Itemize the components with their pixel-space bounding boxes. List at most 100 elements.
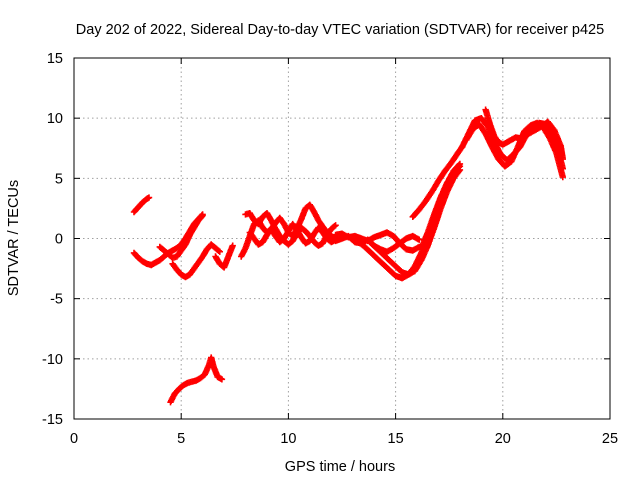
data-point xyxy=(165,250,172,258)
data-point xyxy=(441,167,449,175)
x-tick-label: 0 xyxy=(70,431,78,447)
data-point xyxy=(437,194,444,201)
data-point xyxy=(302,240,309,247)
data-point xyxy=(225,253,232,260)
data-point xyxy=(182,273,189,281)
data-point xyxy=(373,254,380,261)
data-point xyxy=(268,217,275,224)
data-point xyxy=(216,260,223,267)
data-point xyxy=(255,220,262,228)
data-point xyxy=(546,135,554,142)
data-point xyxy=(521,128,528,135)
y-tick-label: 15 xyxy=(47,51,63,67)
data-point xyxy=(319,229,326,236)
series-trace-r xyxy=(482,106,566,163)
data-point xyxy=(145,194,153,201)
data-point xyxy=(379,260,386,267)
data-point xyxy=(443,179,451,187)
data-point xyxy=(499,141,506,148)
data-point xyxy=(193,377,200,384)
data-point xyxy=(409,247,416,254)
data-point xyxy=(135,254,142,261)
data-point xyxy=(328,238,335,246)
y-tick-label: -5 xyxy=(50,292,63,308)
series-trace-e xyxy=(212,242,236,271)
data-point xyxy=(188,378,196,385)
data-point xyxy=(199,212,206,219)
data-point xyxy=(156,243,163,251)
data-point xyxy=(280,220,288,228)
data-point xyxy=(416,206,423,213)
series-trace-n xyxy=(409,143,466,220)
data-point xyxy=(403,235,410,242)
data-point xyxy=(130,208,138,216)
data-point xyxy=(195,259,202,266)
data-point xyxy=(398,275,406,282)
data-point xyxy=(173,266,181,273)
data-point xyxy=(353,237,361,245)
data-point xyxy=(218,376,226,383)
y-tick-labels: -15 -10 -5 0 5 10 15 xyxy=(42,51,63,428)
data-point xyxy=(139,199,146,206)
data-point xyxy=(396,240,404,247)
data-point xyxy=(250,217,258,224)
data-point xyxy=(551,127,558,134)
data-point xyxy=(424,229,431,236)
data-point xyxy=(377,231,384,239)
data-point xyxy=(246,229,253,236)
data-point xyxy=(242,244,249,252)
series-trace-i xyxy=(246,220,339,248)
data-point xyxy=(469,125,476,133)
data-point xyxy=(454,149,461,157)
data-point xyxy=(491,133,498,140)
data-point xyxy=(259,224,266,231)
data-point xyxy=(338,235,346,242)
data-point xyxy=(171,390,178,397)
data-point xyxy=(345,232,352,240)
series-trace-f xyxy=(167,354,226,406)
y-axis-label: SDTVAR / TECUs xyxy=(6,180,22,296)
data-point xyxy=(186,271,193,278)
data-point xyxy=(411,267,419,275)
data-point xyxy=(506,137,513,145)
x-axis-label: GPS time / hours xyxy=(285,459,395,475)
data-point xyxy=(285,241,292,248)
data-point xyxy=(205,361,213,369)
y-tick-label: 10 xyxy=(47,111,63,127)
series-trace-c xyxy=(156,212,206,261)
data-point xyxy=(212,244,219,252)
x-tick-labels: 0 5 10 15 20 25 xyxy=(70,431,618,447)
data-point xyxy=(373,244,380,252)
data-point xyxy=(557,142,564,149)
data-point xyxy=(259,213,266,220)
data-point xyxy=(495,155,502,163)
series-trace-o-trail xyxy=(418,164,462,250)
data-point xyxy=(390,232,397,240)
data-point xyxy=(495,139,502,146)
data-point xyxy=(272,232,279,240)
data-point xyxy=(238,253,245,260)
x-tick-label: 20 xyxy=(495,431,511,447)
y-tick-label: 0 xyxy=(55,232,63,248)
data-point xyxy=(478,115,485,122)
data-point xyxy=(289,237,296,245)
data-point xyxy=(418,244,425,252)
data-point xyxy=(386,257,393,264)
data-point xyxy=(298,216,305,223)
data-point xyxy=(173,244,181,252)
data-point xyxy=(169,247,176,254)
data-point xyxy=(195,217,202,224)
data-point xyxy=(276,214,283,222)
data-point xyxy=(332,231,339,239)
data-point xyxy=(190,224,198,231)
data-point xyxy=(148,261,155,269)
data-point xyxy=(276,238,283,246)
data-point xyxy=(263,210,271,217)
data-point xyxy=(212,253,219,260)
data-point xyxy=(268,225,275,233)
data-point xyxy=(197,374,204,382)
data-point xyxy=(392,272,399,279)
data-point xyxy=(383,248,391,255)
